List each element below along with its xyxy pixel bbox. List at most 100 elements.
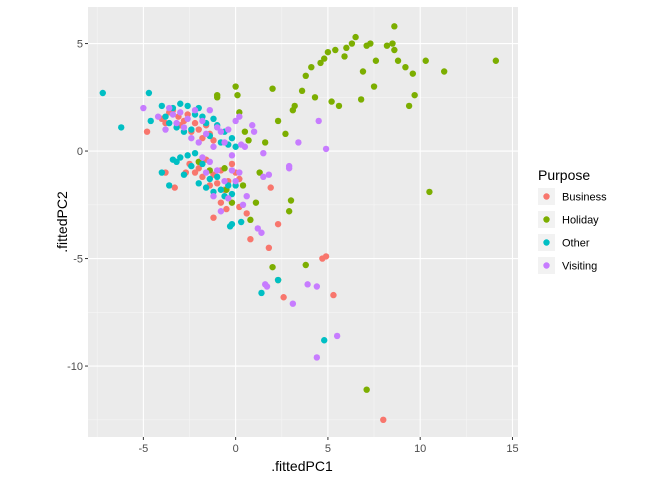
point-other [321,337,328,344]
point-holiday [391,23,398,30]
point-holiday [269,85,276,92]
y-axis-title: .fittedPC2 [54,191,70,253]
point-holiday [302,72,309,80]
point-holiday [317,59,324,67]
point-visiting [213,124,221,131]
point-holiday [239,182,247,189]
point-other [213,173,221,181]
point-holiday [247,216,254,224]
point-holiday [308,63,315,71]
point-holiday [348,40,356,47]
point-visiting [236,169,243,176]
point-business [380,416,387,423]
data-points [99,23,500,423]
point-holiday [352,33,359,41]
point-business [265,244,273,251]
point-other [177,154,184,161]
point-holiday [370,83,378,90]
x-tick-label: -5 [138,443,148,455]
point-visiting [322,145,330,153]
point-other [258,289,265,297]
point-visiting [249,122,256,129]
point-holiday [343,44,350,52]
y-tick-label: -5 [73,254,83,266]
point-visiting [250,128,258,135]
point-other [173,158,180,165]
point-other [191,150,199,157]
point-visiting [173,119,180,127]
legend: Purpose Business Holiday Other Visiting [538,167,607,274]
point-other [202,184,210,191]
point-visiting [217,208,225,215]
legend-label-business: Business [562,192,607,204]
point-other [184,102,191,110]
point-holiday [252,199,260,206]
point-business [171,184,178,191]
point-other [118,124,125,131]
point-visiting [177,109,184,116]
point-holiday [383,42,391,49]
plot-panel [88,7,518,437]
point-visiting [236,113,243,120]
point-holiday [241,128,249,135]
point-other [158,169,166,176]
point-visiting [162,126,169,133]
point-visiting [210,193,217,200]
point-visiting [180,124,188,131]
point-visiting [260,173,267,181]
point-visiting [206,158,214,165]
point-other [225,182,232,189]
point-holiday [389,40,396,47]
point-visiting [313,354,321,361]
point-holiday [335,102,343,110]
point-holiday [321,55,328,62]
point-other [145,89,153,97]
point-holiday [394,57,402,64]
point-visiting [225,126,232,133]
point-visiting [206,107,214,114]
point-visiting [239,201,247,208]
point-visiting [232,177,239,185]
point-visiting [166,104,173,112]
point-other [199,160,206,168]
point-holiday [213,94,221,101]
point-other [166,119,173,127]
point-visiting [184,115,191,123]
point-business [243,210,250,217]
point-business [191,169,199,176]
point-holiday [440,68,448,75]
point-holiday [245,137,252,144]
legend-marker-business [543,193,550,200]
y-tick-label: 0 [77,146,83,158]
legend-label-holiday: Holiday [562,215,599,227]
point-visiting [289,300,297,307]
point-other [99,89,106,97]
point-other [166,182,173,189]
point-holiday [405,102,413,110]
point-holiday [234,91,241,99]
point-visiting [228,167,236,174]
point-visiting [188,134,195,142]
legend-title: Purpose [538,167,590,183]
point-holiday [363,386,370,393]
point-business [274,220,282,228]
point-holiday [492,57,500,64]
point-holiday [411,91,418,99]
point-other [184,152,191,159]
point-holiday [274,117,282,125]
point-business [247,236,254,243]
point-holiday [367,40,374,47]
point-holiday [357,96,365,103]
point-holiday [311,94,319,101]
point-other [158,102,166,110]
point-visiting [295,139,302,146]
point-visiting [199,117,206,125]
point-holiday [228,199,236,206]
point-other [206,175,214,183]
point-holiday [269,263,276,271]
point-visiting [217,128,225,135]
y-tick-label: 5 [77,39,83,51]
point-other [232,143,239,150]
point-other [274,276,282,284]
